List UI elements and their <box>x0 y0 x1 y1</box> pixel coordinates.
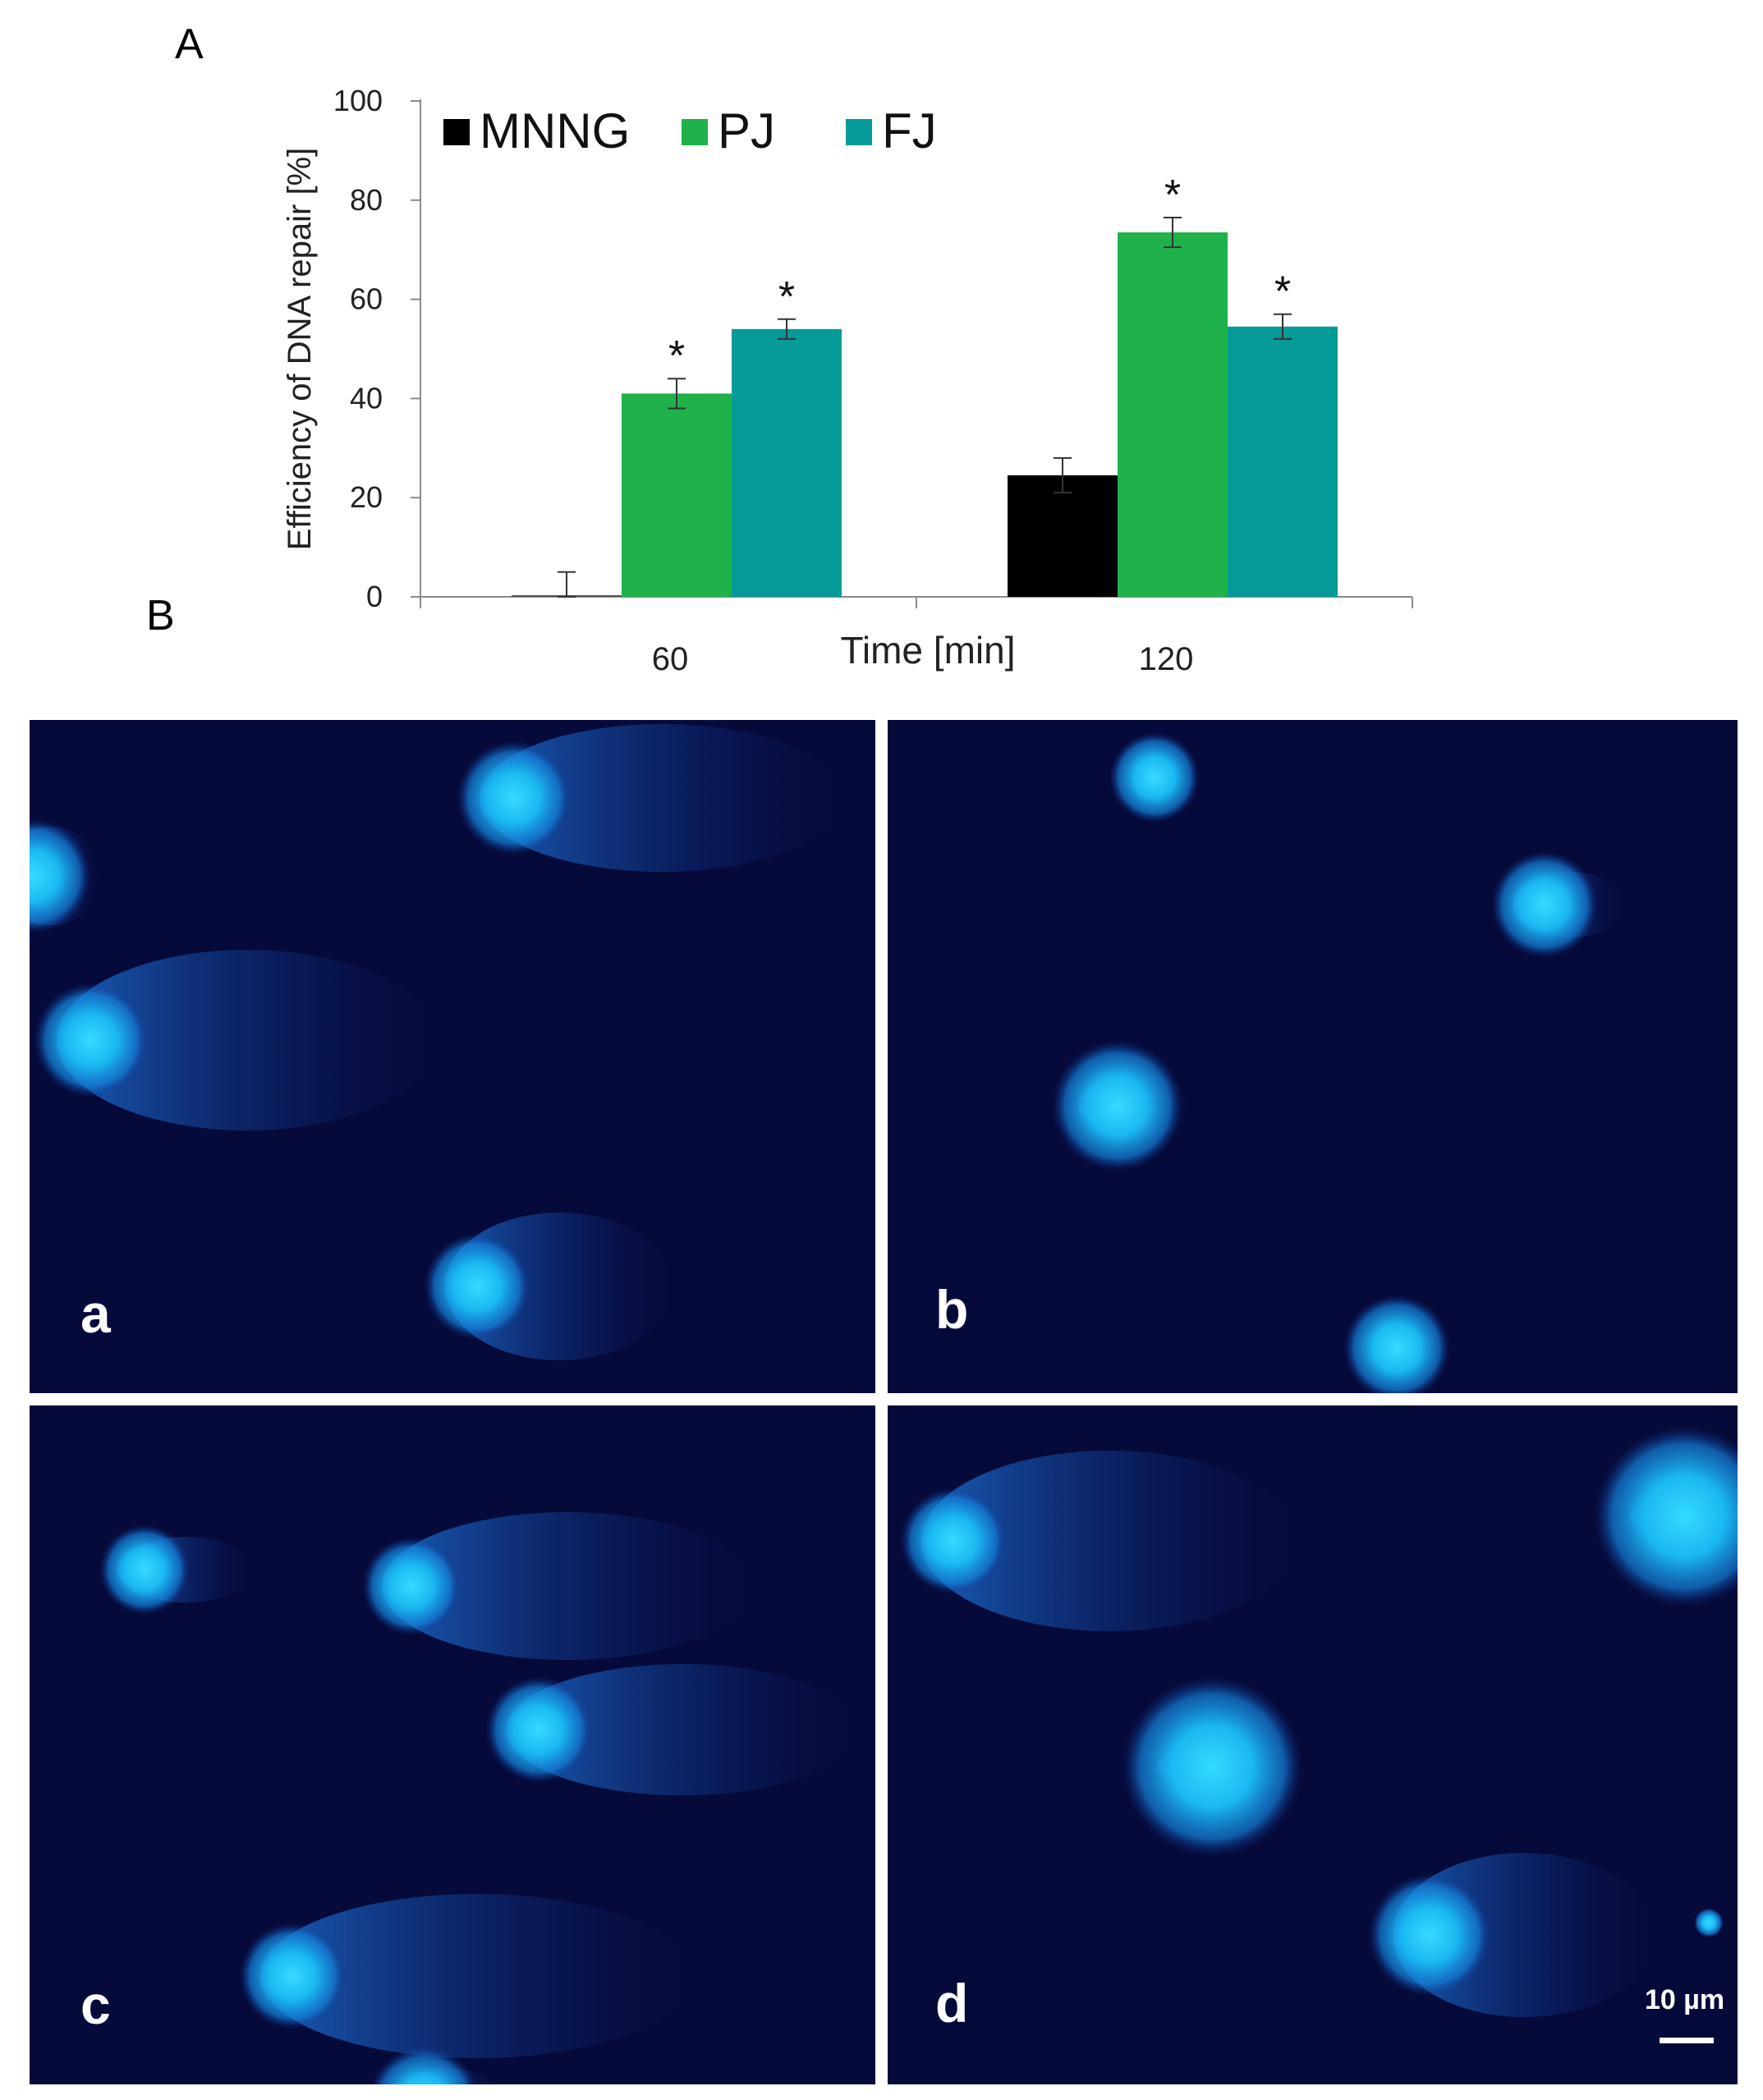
bar-fj-60 <box>732 328 842 597</box>
scale-bar-label: 10 µm <box>1645 1984 1725 2015</box>
y-tick-label: 20 <box>350 480 383 514</box>
micrograph-c: c <box>30 1405 875 2084</box>
y-tick-label: 60 <box>350 282 383 316</box>
x-category-label: 60 <box>652 641 689 677</box>
bar-pj-60 <box>622 393 732 597</box>
comet-head <box>30 818 91 933</box>
legend-swatch-pj <box>682 119 708 145</box>
comet-head <box>1368 1873 1491 1997</box>
comet-head <box>457 741 572 855</box>
comet-head <box>1122 1676 1302 1857</box>
comet-image-b <box>1052 732 1626 1393</box>
legend: MNNG PJ FJ <box>443 103 937 158</box>
micrograph-grid: a b c d 10 µm <box>30 720 1738 2084</box>
legend-label-pj: PJ <box>718 103 775 158</box>
y-tick-label: 40 <box>350 381 383 415</box>
comet-head <box>1694 1908 1724 1937</box>
comet-tail <box>260 1894 694 2058</box>
comet-head <box>34 983 149 1098</box>
comet-head <box>900 1488 1007 1594</box>
bar-chart: 0 20 40 60 80 100 * * * * 60 120 Time [min] Efficienc… <box>282 84 1413 677</box>
comet-image-a <box>30 724 844 1360</box>
comet-head <box>370 2046 477 2084</box>
scale-bar <box>1660 2038 1714 2043</box>
comet-image-d <box>900 1426 1738 2017</box>
comet-head <box>1052 1040 1183 1172</box>
comet-head <box>239 1923 346 2029</box>
micrograph-label-a: a <box>80 1283 111 1344</box>
comet-head <box>424 1233 530 1340</box>
significance-marker: * <box>1274 268 1291 316</box>
x-category-label: 120 <box>1139 641 1194 677</box>
y-tick-label: 0 <box>366 580 383 613</box>
significance-marker: * <box>778 273 795 321</box>
micrograph-label-d: d <box>935 1973 969 2034</box>
comet-head <box>485 1676 592 1783</box>
bar-fj-120 <box>1228 326 1338 597</box>
micrograph-d: d 10 µm <box>888 1405 1738 2084</box>
y-tick-label: 80 <box>350 183 383 217</box>
comet-head <box>1343 1295 1450 1393</box>
panel-label-b: B <box>146 592 175 640</box>
micrograph-a: a <box>30 720 875 1393</box>
micrograph-label-b: b <box>935 1279 969 1340</box>
x-axis-title: Time [min] <box>841 629 1016 672</box>
micrograph-label-c: c <box>80 1974 111 2035</box>
legend-label-mnng: MNNG <box>480 103 630 158</box>
comet-tail <box>382 1512 753 1660</box>
bar-pj-120 <box>1118 232 1228 597</box>
micrograph-b: b <box>888 720 1738 1393</box>
comet-head <box>362 1537 461 1635</box>
y-tick-label: 100 <box>333 84 383 117</box>
bar-mnng-120 <box>1008 475 1118 597</box>
comet-tail <box>480 724 844 872</box>
significance-marker: * <box>668 332 685 380</box>
significance-marker: * <box>1164 172 1181 219</box>
comet-tail <box>507 1664 858 1795</box>
comet-tail <box>921 1451 1297 1631</box>
legend-swatch-mnng <box>443 119 470 145</box>
comet-image-c <box>99 1512 858 2084</box>
y-axis-title: Efficiency of DNA repair [%] <box>282 148 318 551</box>
comet-head <box>1109 732 1200 823</box>
comet-head <box>1594 1426 1738 1607</box>
legend-swatch-fj <box>846 119 872 145</box>
comet-head <box>1491 851 1598 958</box>
panel-label-a: A <box>175 21 204 68</box>
legend-label-fj: FJ <box>882 103 937 158</box>
comet-head <box>99 1525 190 1615</box>
comet-tail <box>57 950 438 1130</box>
